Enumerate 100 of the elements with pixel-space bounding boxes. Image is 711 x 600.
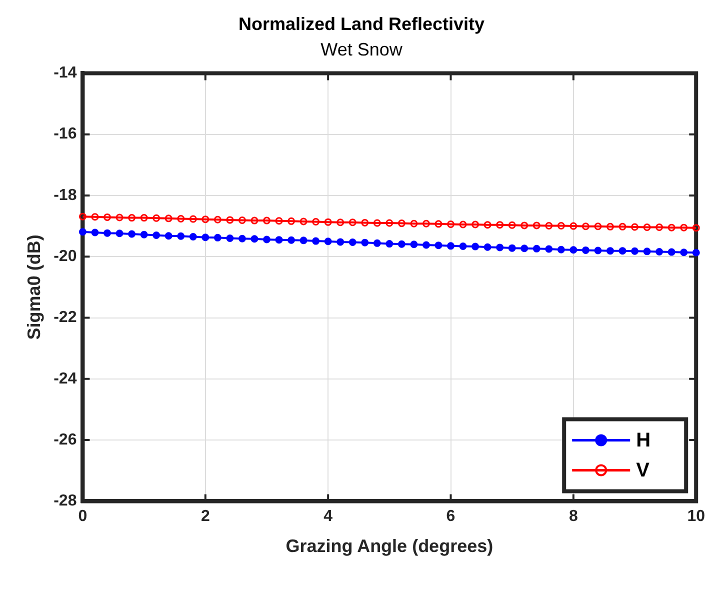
point: [692, 224, 700, 232]
point: [189, 233, 197, 241]
point: [214, 234, 222, 242]
x-tick-label: 6: [446, 508, 456, 526]
point: [545, 222, 553, 230]
point: [606, 247, 614, 255]
point: [140, 214, 148, 222]
point: [78, 228, 86, 236]
point: [324, 238, 332, 246]
point: [398, 220, 406, 228]
point: [202, 234, 210, 242]
point: [582, 222, 590, 230]
point: [410, 220, 418, 228]
point: [422, 241, 430, 249]
point: [238, 234, 246, 242]
point: [484, 221, 492, 229]
point: [164, 214, 172, 222]
point: [78, 212, 86, 220]
point: [140, 230, 148, 238]
point: [656, 224, 664, 232]
y-tick-label: -28: [54, 492, 77, 510]
point: [532, 222, 540, 230]
point: [275, 236, 283, 244]
point: [520, 244, 528, 252]
x-axis-title: Grazing Angle (degrees): [286, 536, 494, 556]
point: [288, 217, 296, 225]
x-tick-label: 10: [687, 508, 706, 526]
point: [238, 216, 246, 224]
point: [202, 216, 210, 224]
point: [250, 235, 258, 243]
point: [116, 230, 124, 238]
point: [91, 213, 99, 221]
point: [447, 220, 454, 228]
point: [631, 247, 639, 255]
point: [692, 248, 700, 256]
point: [214, 216, 222, 224]
y-axis-title: Sigma0 (dB): [24, 234, 44, 340]
x-tick-label: 8: [568, 508, 578, 526]
legend-label: V: [636, 460, 650, 482]
y-tick-label: -18: [54, 186, 77, 204]
point: [594, 246, 602, 254]
point: [91, 228, 99, 236]
point: [459, 242, 467, 250]
point: [484, 243, 492, 251]
point: [177, 214, 185, 222]
point: [582, 246, 590, 254]
point: [336, 238, 344, 246]
point: [128, 214, 136, 222]
point: [386, 240, 394, 248]
point: [250, 216, 258, 224]
point: [410, 240, 418, 248]
point: [532, 244, 540, 252]
point: [520, 222, 528, 230]
point: [226, 216, 234, 224]
point: [262, 236, 270, 244]
point: [422, 220, 430, 228]
point: [288, 236, 296, 244]
point: [373, 219, 381, 227]
point: [373, 239, 381, 247]
point: [472, 242, 480, 250]
point: [508, 244, 516, 252]
point: [557, 246, 565, 254]
point: [594, 222, 602, 230]
point: [116, 214, 124, 222]
point: [643, 224, 651, 232]
point: [300, 218, 308, 226]
point: [606, 222, 614, 230]
point: [631, 223, 639, 231]
point: [275, 217, 283, 225]
point: [570, 222, 578, 230]
chart-title: Normalized Land Reflectivity: [238, 14, 485, 34]
chart-subtitle: Wet Snow: [320, 39, 404, 60]
point: [447, 242, 454, 250]
point: [164, 232, 172, 240]
point: [361, 218, 369, 226]
point: [312, 237, 320, 245]
point: [496, 221, 504, 229]
point: [104, 229, 112, 237]
point: [104, 213, 112, 221]
point: [152, 231, 160, 239]
point: [668, 248, 676, 256]
point: [570, 246, 578, 254]
point: [262, 216, 270, 224]
x-tick-label: 4: [324, 508, 333, 526]
point: [177, 232, 185, 240]
y-tick-label: -24: [54, 370, 77, 388]
point: [680, 224, 688, 232]
point: [128, 230, 136, 238]
point: [300, 236, 308, 244]
point: [643, 248, 651, 256]
y-tick-label: -16: [54, 126, 77, 143]
point: [618, 222, 626, 230]
x-tick-label: 2: [200, 508, 210, 526]
x-tick-label: 0: [78, 508, 88, 526]
point: [386, 219, 394, 227]
point: [668, 224, 676, 232]
point: [434, 242, 442, 250]
y-tick-label: -20: [54, 248, 77, 266]
point: [336, 218, 344, 226]
point: [656, 248, 664, 256]
